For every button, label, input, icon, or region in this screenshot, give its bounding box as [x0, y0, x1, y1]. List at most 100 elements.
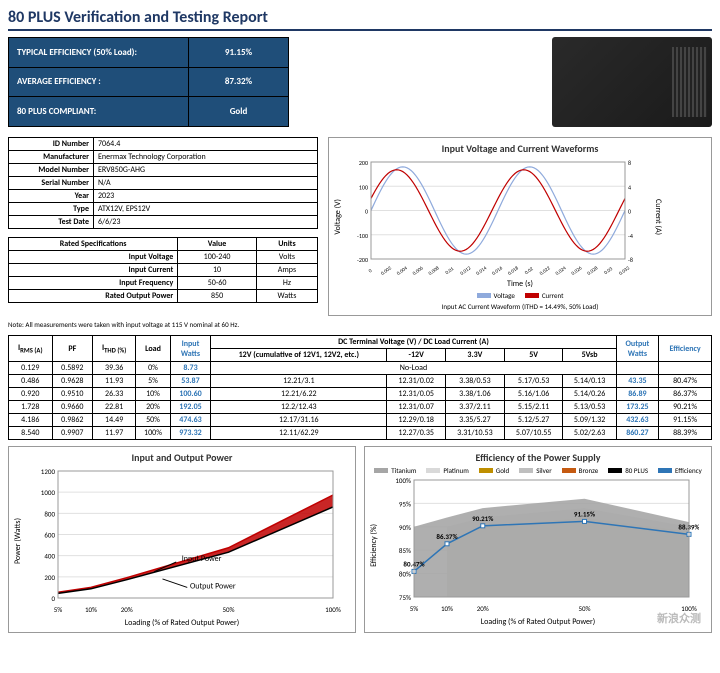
- svg-text:5%: 5%: [54, 605, 63, 614]
- svg-text:20%: 20%: [477, 604, 489, 613]
- svg-text:20%: 20%: [121, 605, 133, 614]
- svg-text:0: 0: [628, 208, 631, 216]
- svg-text:0.016: 0.016: [491, 265, 504, 277]
- summary-value: Gold: [189, 97, 289, 127]
- waveform-svg: -200-8-100-4001004200800.0020.0040.0060.…: [343, 157, 653, 277]
- svg-text:100%: 100%: [681, 604, 697, 613]
- svg-text:0.006: 0.006: [412, 265, 425, 277]
- svg-text:5%: 5%: [410, 604, 419, 613]
- spec-val: 100-240: [178, 251, 257, 264]
- svg-text:8: 8: [628, 159, 631, 167]
- svg-text:Output Power: Output Power: [190, 581, 236, 591]
- svg-text:400: 400: [44, 552, 55, 561]
- spec-key: Input Voltage: [9, 251, 178, 264]
- eff-xlabel: Loading (% of Rated Output Power): [369, 617, 707, 627]
- eff-chart-title: Efficiency of the Power Supply: [369, 451, 707, 464]
- page-title: 80 PLUS Verification and Testing Report: [8, 8, 712, 31]
- info-key: Serial Number: [9, 177, 94, 190]
- svg-text:90%: 90%: [399, 523, 411, 532]
- info-key: Model Number: [9, 164, 94, 177]
- data-table: IRMS (A)PFITHD (%) LoadInputWatts DC Ter…: [8, 335, 712, 440]
- waveform-title: Input Voltage and Current Waveforms: [333, 142, 707, 155]
- waveform-chart: Input Voltage and Current Waveforms Volt…: [328, 137, 712, 316]
- spec-key: Rated Output Power: [9, 290, 178, 303]
- info-table: ID Number7064.4ManufacturerEnermax Techn…: [8, 137, 318, 229]
- svg-text:0.032: 0.032: [618, 265, 631, 277]
- info-key: Test Date: [9, 216, 94, 229]
- top-row: TYPICAL EFFICIENCY (50% Load):91.15%AVER…: [8, 37, 712, 127]
- info-val: Enermax Technology Corporation: [94, 151, 318, 164]
- waveform-caption: Input AC Current Waveform (ITHD = 14.49%…: [333, 302, 707, 311]
- svg-text:0.018: 0.018: [507, 265, 520, 277]
- spec-table: Rated SpecificationsValueUnits Input Vol…: [8, 237, 318, 303]
- svg-text:75%: 75%: [399, 593, 411, 602]
- mid-row: ID Number7064.4ManufacturerEnermax Techn…: [8, 137, 712, 316]
- svg-text:-200: -200: [357, 256, 368, 264]
- svg-text:1200: 1200: [41, 467, 56, 476]
- svg-text:0.004: 0.004: [396, 265, 409, 277]
- svg-text:0.008: 0.008: [428, 265, 441, 277]
- spec-val: 50-60: [178, 277, 257, 290]
- spec-unit: Watts: [256, 290, 317, 303]
- svg-text:0.026: 0.026: [570, 265, 583, 277]
- svg-text:Input Power: Input Power: [182, 554, 222, 564]
- svg-text:50%: 50%: [578, 604, 590, 613]
- svg-text:0.028: 0.028: [586, 265, 599, 277]
- spec-header: Units: [256, 238, 317, 251]
- power-chart-title: Input and Output Power: [13, 451, 351, 464]
- svg-text:-4: -4: [628, 232, 633, 240]
- info-key: ID Number: [9, 138, 94, 151]
- summary-value: 91.15%: [189, 38, 289, 68]
- info-val: ATX12V, EPS12V: [94, 203, 318, 216]
- waveform-y2label: Current (A): [653, 199, 663, 235]
- info-val: 6/6/23: [94, 216, 318, 229]
- info-key: Type: [9, 203, 94, 216]
- svg-text:0.01: 0.01: [444, 266, 455, 276]
- spec-key: Input Frequency: [9, 277, 178, 290]
- svg-text:0.03: 0.03: [603, 266, 614, 276]
- svg-text:-8: -8: [628, 256, 633, 264]
- svg-text:0.012: 0.012: [459, 265, 472, 277]
- svg-text:95%: 95%: [399, 499, 411, 508]
- power-chart: Input and Output Power Power (Watts) 020…: [8, 446, 356, 633]
- svg-text:0.014: 0.014: [475, 265, 488, 277]
- svg-text:86.37%: 86.37%: [436, 532, 457, 541]
- svg-text:0.02: 0.02: [524, 266, 535, 276]
- eff-svg: 75%80%85%90%95%100%5%10%20%50%100%80.47%…: [379, 475, 699, 615]
- svg-text:200: 200: [44, 573, 55, 582]
- spec-key: Input Current: [9, 264, 178, 277]
- svg-text:600: 600: [44, 531, 55, 540]
- svg-text:90.21%: 90.21%: [472, 514, 493, 523]
- svg-text:50%: 50%: [222, 605, 234, 614]
- summary-table: TYPICAL EFFICIENCY (50% Load):91.15%AVER…: [8, 37, 289, 127]
- info-val: ERV850G-AHG: [94, 164, 318, 177]
- svg-text:100%: 100%: [325, 605, 341, 614]
- svg-text:100%: 100%: [395, 476, 411, 485]
- eff-chart: Efficiency of the Power Supply TitaniumP…: [364, 446, 712, 633]
- svg-text:200: 200: [359, 159, 368, 167]
- spec-header: Value: [178, 238, 257, 251]
- info-key: Manufacturer: [9, 151, 94, 164]
- waveform-legend: VoltageCurrent: [333, 291, 707, 300]
- svg-text:80%: 80%: [399, 570, 411, 579]
- bottom-row: Input and Output Power Power (Watts) 020…: [8, 446, 712, 633]
- psu-image: [552, 37, 712, 127]
- spec-val: 10: [178, 264, 257, 277]
- svg-text:10%: 10%: [441, 604, 453, 613]
- power-ylabel: Power (Watts): [13, 518, 23, 564]
- svg-text:91.15%: 91.15%: [574, 509, 595, 518]
- power-xlabel: Loading (% of Rated Output Power): [13, 618, 351, 628]
- info-val: 2023: [94, 190, 318, 203]
- spec-header: Rated Specifications: [9, 238, 178, 251]
- eff-legend: TitaniumPlatinumGoldSilverBronze80 PLUSE…: [369, 466, 707, 475]
- svg-text:0: 0: [365, 208, 368, 216]
- info-val: 7064.4: [94, 138, 318, 151]
- waveform-ylabel: Voltage (V): [333, 199, 343, 235]
- summary-label: AVERAGE EFFICIENCY :: [9, 67, 189, 97]
- spec-unit: Hz: [256, 277, 317, 290]
- svg-text:85%: 85%: [399, 546, 411, 555]
- svg-text:10%: 10%: [85, 605, 97, 614]
- svg-text:0.024: 0.024: [555, 265, 568, 277]
- eff-ylabel: Efficiency (%): [369, 524, 379, 567]
- svg-text:4: 4: [628, 183, 631, 191]
